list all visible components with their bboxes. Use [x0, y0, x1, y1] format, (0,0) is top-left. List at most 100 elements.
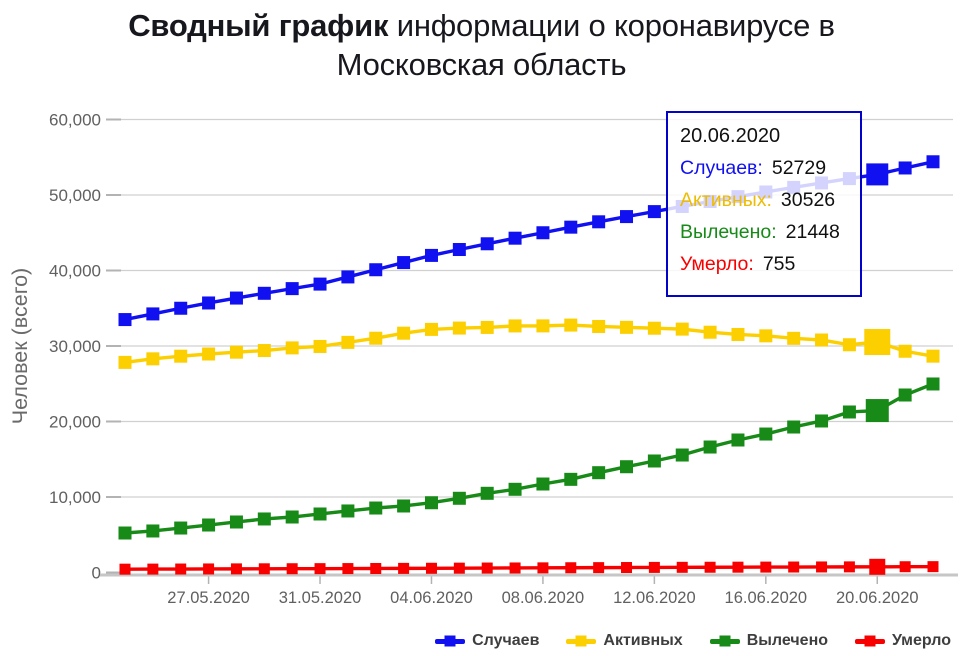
marker-deaths-17[interactable] [593, 562, 605, 574]
marker-cases-18[interactable] [620, 210, 634, 224]
marker-cases-11[interactable] [424, 248, 438, 262]
marker-recovered-12[interactable] [452, 491, 466, 505]
marker-recovered-28[interactable] [898, 388, 912, 402]
marker-deaths-19[interactable] [648, 561, 660, 573]
marker-cases-14[interactable] [508, 231, 522, 245]
marker-recovered-15[interactable] [536, 477, 550, 491]
marker-deaths-28[interactable] [899, 561, 911, 573]
legend-item-deaths[interactable]: Умерло [855, 632, 951, 650]
marker-deaths-10[interactable] [398, 562, 410, 574]
marker-recovered-20[interactable] [675, 448, 689, 462]
marker-active-17[interactable] [592, 319, 606, 333]
marker-active-26[interactable] [842, 338, 856, 352]
marker-active-24[interactable] [787, 331, 801, 345]
legend-item-cases[interactable]: Случаев [435, 632, 539, 650]
marker-cases-7[interactable] [313, 277, 327, 291]
marker-deaths-2[interactable] [175, 563, 187, 575]
marker-cases-5[interactable] [257, 286, 271, 300]
marker-recovered-17[interactable] [592, 466, 606, 480]
marker-cases-3[interactable] [202, 296, 216, 310]
marker-deaths-8[interactable] [342, 563, 354, 575]
marker-active-10[interactable] [397, 326, 411, 340]
marker-active-3[interactable] [202, 347, 216, 361]
marker-deaths-11[interactable] [425, 562, 437, 574]
marker-highlight-cases[interactable] [866, 163, 889, 186]
marker-recovered-6[interactable] [285, 510, 299, 524]
marker-active-0[interactable] [118, 355, 132, 369]
marker-active-13[interactable] [480, 320, 494, 334]
marker-highlight-deaths[interactable] [869, 558, 886, 575]
marker-deaths-21[interactable] [704, 561, 716, 573]
marker-recovered-1[interactable] [146, 524, 160, 538]
marker-active-7[interactable] [313, 339, 327, 353]
marker-cases-8[interactable] [341, 270, 355, 284]
marker-deaths-0[interactable] [119, 563, 131, 575]
marker-deaths-5[interactable] [258, 563, 270, 575]
marker-cases-17[interactable] [592, 215, 606, 229]
marker-active-28[interactable] [898, 344, 912, 358]
marker-deaths-26[interactable] [843, 561, 855, 573]
marker-deaths-3[interactable] [203, 563, 215, 575]
marker-active-25[interactable] [815, 333, 829, 347]
marker-highlight-recovered[interactable] [865, 399, 889, 423]
marker-active-18[interactable] [620, 320, 634, 334]
marker-deaths-16[interactable] [565, 562, 577, 574]
marker-deaths-24[interactable] [788, 561, 800, 573]
marker-active-29[interactable] [926, 349, 940, 363]
marker-cases-1[interactable] [146, 307, 160, 321]
marker-cases-28[interactable] [898, 161, 912, 175]
marker-cases-0[interactable] [118, 313, 132, 327]
marker-cases-9[interactable] [369, 263, 383, 277]
marker-recovered-3[interactable] [202, 518, 216, 532]
marker-deaths-12[interactable] [453, 562, 465, 574]
marker-recovered-5[interactable] [257, 512, 271, 526]
marker-recovered-26[interactable] [842, 405, 856, 419]
marker-active-21[interactable] [703, 325, 717, 339]
marker-recovered-29[interactable] [926, 377, 940, 391]
marker-active-11[interactable] [424, 322, 438, 336]
marker-recovered-14[interactable] [508, 482, 522, 496]
marker-active-1[interactable] [146, 352, 160, 366]
marker-recovered-9[interactable] [369, 501, 383, 515]
marker-cases-12[interactable] [452, 243, 466, 257]
marker-active-20[interactable] [675, 322, 689, 336]
marker-recovered-4[interactable] [229, 515, 243, 529]
marker-recovered-22[interactable] [731, 433, 745, 447]
legend-item-active[interactable]: Активных [566, 632, 683, 650]
marker-deaths-4[interactable] [230, 563, 242, 575]
marker-active-5[interactable] [257, 344, 271, 358]
marker-cases-6[interactable] [285, 282, 299, 296]
marker-cases-15[interactable] [536, 226, 550, 240]
marker-active-9[interactable] [369, 331, 383, 345]
marker-recovered-13[interactable] [480, 486, 494, 500]
marker-cases-10[interactable] [397, 256, 411, 270]
marker-deaths-1[interactable] [147, 563, 159, 575]
marker-recovered-23[interactable] [759, 427, 773, 441]
marker-recovered-2[interactable] [174, 521, 188, 535]
marker-cases-29[interactable] [926, 155, 940, 169]
marker-cases-4[interactable] [229, 291, 243, 305]
marker-recovered-18[interactable] [620, 460, 634, 474]
marker-active-6[interactable] [285, 341, 299, 355]
marker-recovered-8[interactable] [341, 504, 355, 518]
marker-deaths-7[interactable] [314, 563, 326, 575]
marker-active-16[interactable] [564, 318, 578, 332]
marker-deaths-20[interactable] [676, 561, 688, 573]
marker-recovered-0[interactable] [118, 526, 132, 540]
marker-highlight-active[interactable] [864, 329, 891, 356]
marker-active-14[interactable] [508, 319, 522, 333]
marker-active-19[interactable] [647, 321, 661, 335]
marker-recovered-19[interactable] [647, 454, 661, 468]
marker-recovered-10[interactable] [397, 499, 411, 513]
marker-active-8[interactable] [341, 335, 355, 349]
marker-active-23[interactable] [759, 329, 773, 343]
marker-active-4[interactable] [229, 345, 243, 359]
marker-deaths-25[interactable] [816, 561, 828, 573]
marker-cases-19[interactable] [647, 205, 661, 219]
marker-deaths-23[interactable] [760, 561, 772, 573]
marker-deaths-13[interactable] [481, 562, 493, 574]
marker-cases-2[interactable] [174, 301, 188, 315]
legend-item-recovered[interactable]: Вылечено [709, 632, 828, 650]
marker-recovered-25[interactable] [815, 414, 829, 428]
chart-plot-area[interactable]: 0 10,000 20,000 30,000 40,000 50,000 60,000 27.… [0, 0, 963, 620]
